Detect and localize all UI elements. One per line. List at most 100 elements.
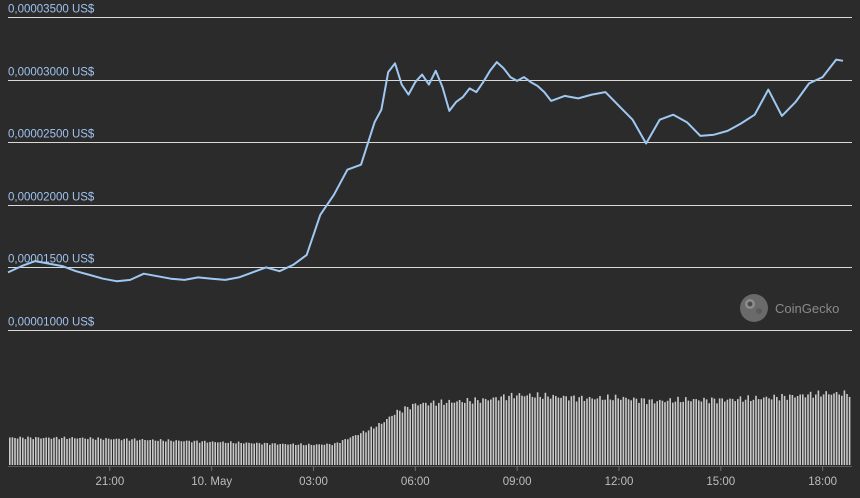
volume-bar [380, 423, 383, 465]
volume-bar [539, 396, 541, 465]
volume-bar [435, 405, 437, 465]
volume-bar [295, 445, 297, 465]
volume-bar [562, 395, 565, 465]
volume-bar [591, 398, 593, 465]
volume-bar [770, 399, 773, 465]
volume-bar [451, 402, 453, 465]
volume-bar [334, 443, 336, 465]
volume-bar [105, 438, 107, 465]
volume-bar [211, 441, 214, 465]
volume-bar [588, 397, 591, 465]
coingecko-logo-icon [740, 294, 768, 322]
volume-bar [37, 437, 40, 465]
volume-bar [76, 438, 79, 465]
volume-bar [222, 441, 224, 465]
volume-bar [555, 396, 557, 465]
volume-bar [666, 400, 669, 465]
volume-bar [120, 440, 123, 465]
volume-bar [432, 400, 435, 465]
volume-bar [487, 400, 489, 465]
volume-bar [547, 396, 549, 465]
volume-bar [815, 394, 817, 465]
volume-bar [802, 394, 804, 465]
volume-bar [846, 394, 848, 465]
volume-bar [721, 398, 723, 465]
volume-bar [302, 445, 305, 465]
volume-bar [66, 439, 68, 465]
volume-bar [391, 415, 393, 465]
volume-bar [594, 399, 596, 465]
volume-bar [321, 444, 323, 465]
volume-bar [786, 399, 788, 465]
volume-bar [778, 400, 781, 465]
volume-bar [149, 440, 151, 465]
volume-bar [557, 397, 560, 465]
volume-bar [224, 442, 227, 465]
volume-bar [674, 401, 677, 465]
volume-bar [414, 403, 417, 465]
volume-bar [92, 438, 94, 465]
volume-bar [146, 440, 149, 465]
volume-bar [724, 401, 726, 465]
volume-bar [692, 399, 695, 465]
volume-bar [495, 397, 497, 465]
volume-bar [263, 442, 266, 465]
volume-bar [100, 438, 102, 465]
volume-bar [484, 398, 487, 465]
volume-bar [404, 406, 406, 465]
volume-bar [167, 439, 170, 465]
volume-bar [807, 394, 809, 465]
volume-bar [318, 444, 320, 465]
volume-bar [328, 444, 331, 465]
volume-bar [118, 438, 120, 465]
volume-bar [386, 419, 388, 465]
volume-bar [42, 438, 45, 465]
volume-bar [755, 395, 757, 465]
volume-bar [773, 394, 775, 465]
volume-bar [731, 398, 734, 465]
volume-bar [256, 442, 258, 465]
volume-bar [344, 439, 346, 465]
volume-bar [58, 439, 60, 465]
volume-bar [622, 396, 625, 465]
volume-bar [68, 438, 71, 465]
volume-bar [240, 443, 242, 465]
volume-bar [752, 399, 755, 465]
volume-bar [625, 397, 627, 465]
volume-bar [388, 416, 391, 465]
volume-bar [204, 440, 206, 465]
volume-bar [838, 394, 840, 465]
volume-bar [835, 392, 838, 465]
volume-bar [162, 440, 164, 465]
volume-bar [32, 439, 34, 465]
volume-bar [497, 400, 500, 465]
volume-bar [313, 445, 315, 465]
volume-bar [269, 444, 271, 465]
volume-bar [63, 436, 66, 465]
volume-bar [830, 394, 833, 465]
volume-bar [747, 395, 749, 465]
volume-bar [362, 430, 365, 465]
volume-bar [705, 399, 708, 465]
volume-bar [128, 440, 131, 465]
watermark: CoinGecko [740, 294, 839, 322]
volume-bar [430, 402, 432, 465]
volume-bar [708, 403, 710, 465]
volume-bar [828, 394, 830, 465]
volume-bar [198, 442, 201, 465]
volume-bar [406, 407, 409, 465]
volume-bar [284, 444, 287, 465]
volume-bar [526, 395, 528, 465]
volume-bar [287, 444, 289, 465]
volume-bar [586, 398, 588, 465]
volume-bar [123, 438, 125, 465]
volume-bar [443, 404, 445, 465]
volume-bar [308, 443, 310, 465]
volume-bar [661, 400, 664, 465]
volume-bar [422, 402, 424, 465]
volume-bar [570, 396, 573, 465]
volume-bar [596, 398, 599, 465]
volume-bar [695, 399, 697, 465]
volume-bar [253, 443, 255, 465]
volume-bar [627, 399, 630, 465]
